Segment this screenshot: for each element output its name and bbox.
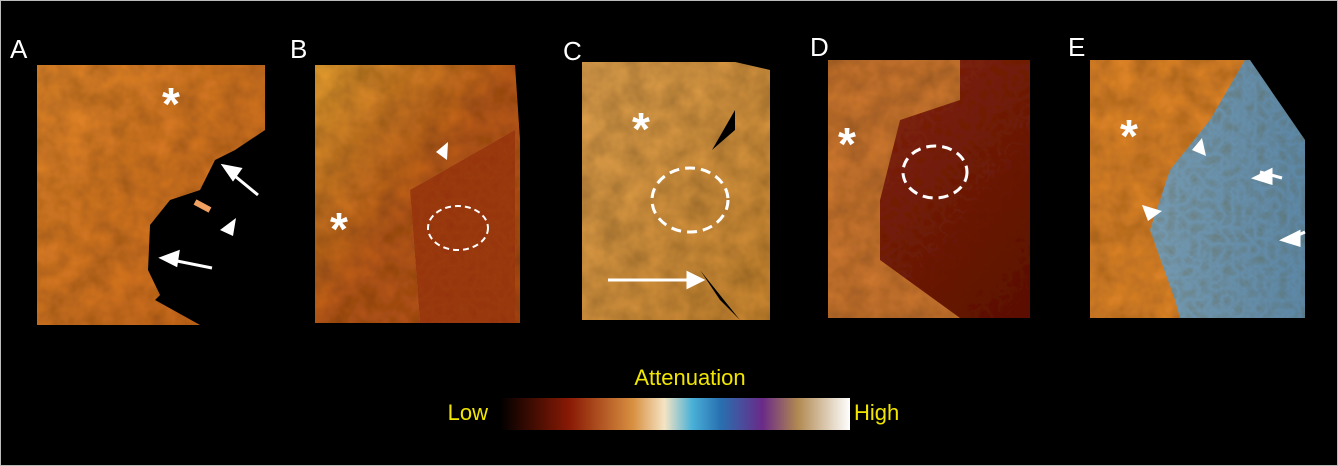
asterisk: *	[162, 78, 180, 130]
asterisk: *	[838, 118, 856, 170]
colorbar-title: Attenuation	[634, 365, 745, 390]
asterisk: *	[632, 103, 650, 155]
panel-label: C	[563, 36, 582, 66]
panel-label: B	[290, 34, 307, 64]
asterisk: *	[330, 203, 348, 255]
colorbar-low: Low	[448, 400, 488, 425]
colorbar: Attenuation Low High	[448, 365, 899, 430]
panel-e	[1090, 60, 1305, 318]
panel-label: E	[1068, 32, 1085, 62]
panel-b	[315, 65, 520, 323]
annotations	[158, 138, 1306, 290]
panel-c	[582, 62, 770, 320]
panel-a	[37, 65, 265, 325]
labels: A * B * C * D * E *	[10, 32, 1138, 255]
colorbar-high: High	[854, 400, 899, 425]
panel-d	[828, 60, 1030, 318]
asterisk: *	[1120, 110, 1138, 162]
colorbar-gradient	[500, 398, 850, 430]
panel-label: D	[810, 32, 829, 62]
panel-label: A	[10, 34, 28, 64]
